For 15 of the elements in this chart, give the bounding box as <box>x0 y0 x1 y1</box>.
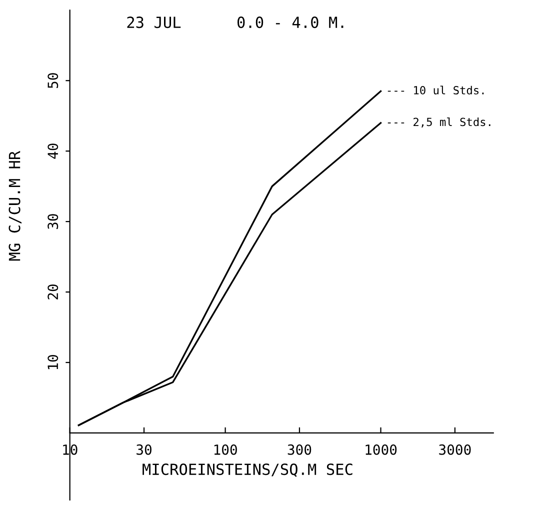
x-axis-title: MICROEINSTEINS/SQ.M SEC <box>142 464 352 477</box>
y-tick-label: 50 <box>48 73 58 88</box>
series-label: --- 2,5 ml Stds. <box>388 117 490 128</box>
series-label: --- 10 ul Stds. <box>388 86 484 94</box>
y-tick-label: 30 <box>48 214 58 229</box>
y-axis-title: MG C/CU.M HR <box>8 150 22 261</box>
x-tick-label: 100 <box>214 444 237 455</box>
x-tick-label: 30 <box>136 444 152 455</box>
y-tick-label: 20 <box>48 284 58 300</box>
y-tick-label: 10 <box>48 355 58 370</box>
chart-title: 23 JUL 0.0 - 4.0 M. <box>127 16 344 28</box>
x-tick-label: 300 <box>288 444 312 455</box>
y-tick-label: 40 <box>48 144 58 159</box>
x-tick-label: 1000 <box>366 444 397 455</box>
x-tick-label: 3000 <box>439 444 471 455</box>
